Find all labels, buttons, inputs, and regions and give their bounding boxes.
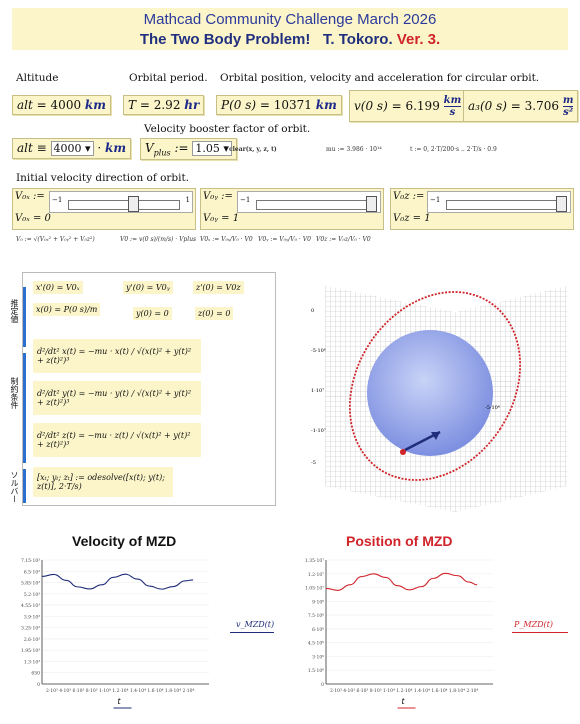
axis-tick: -5 <box>311 460 316 466</box>
velocity-chart-title: Velocity of MZD <box>72 533 177 549</box>
odesolve-call[interactable]: [xₜ; yₜ; zₜ] := odesolve([x(t); y(t); z(… <box>33 467 173 497</box>
period-result[interactable]: T = 2.92 hr <box>123 95 205 115</box>
constraint-y[interactable]: d²/dt² y(t) = −mu · y(t) / √(x(t)² + y(t… <box>33 381 201 415</box>
series-line <box>325 572 478 591</box>
y-tick-label: 3.25·10³ <box>21 626 40 632</box>
y-tick-label: 3.9·10³ <box>24 614 40 620</box>
slider-vx[interactable]: −1 1 <box>49 191 193 213</box>
y-tick-label: 6.5·10³ <box>24 569 40 575</box>
y-tick-label: 6·10⁶ <box>312 627 324 633</box>
slider-vx-thumb[interactable] <box>128 196 139 212</box>
vplus-definition[interactable]: Vplus := 1.05 ▾ <box>140 138 237 161</box>
x-tick-labels: 2·10³ 4·10³ 6·10³ 8·10³ 1·10⁴ 1.2·10⁴ 1.… <box>46 688 194 694</box>
series-line <box>41 573 194 590</box>
y-tick-label: 2.6·10³ <box>24 637 40 643</box>
guess-xprime[interactable]: x'(0) = V0ₓ <box>33 281 83 294</box>
position-result[interactable]: P(0 s) = 10371 km <box>216 95 342 115</box>
guess-z0[interactable]: z(0) = 0 <box>195 307 234 320</box>
velocity-legend: v_MZD(t) <box>236 620 275 629</box>
y-tick-label: 0 <box>321 682 324 688</box>
slider-vy-panel: V₀ᵧ := V₀ᵧ = 1 −1 1 <box>200 188 384 230</box>
t-range-definition: t := 0, 2·T/200·s .. 2·T/s · 0.9 <box>410 146 497 153</box>
alt-result[interactable]: alt = 4000 km <box>12 95 111 115</box>
x-axis-label: t <box>118 697 122 706</box>
velocity-arrowhead <box>431 432 440 440</box>
y-tick-label: 4.55·10³ <box>21 603 40 609</box>
title-banner: Mathcad Community Challenge March 2026 T… <box>12 8 568 50</box>
axis-tick: 0 <box>311 308 314 314</box>
vplus-select[interactable]: 1.05 ▾ <box>192 141 232 156</box>
guess-side-label: 推定値 <box>10 299 19 323</box>
satellite-marker <box>400 449 406 455</box>
x-tick-labels: 2·10³ 4·10³ 6·10³ 8·10³ 1·10⁴ 1.2·10⁴ 1.… <box>330 688 478 694</box>
axis-tick: -5·10⁶ <box>485 405 500 411</box>
acceleration-result[interactable]: a₃(0 s) = 3.706 m s² <box>463 90 579 122</box>
slider-vy-thumb[interactable] <box>366 196 377 212</box>
y-tick-label: 1.3·10³ <box>24 659 40 665</box>
title-main: The Two Body Problem! <box>139 31 311 48</box>
slider-vx-panel: V₀ₓ := V₀ₓ = 0 −1 1 <box>12 188 196 230</box>
constraint-z[interactable]: d²/dt² z(t) = −mu · z(t) / √(x(t)² + y(t… <box>33 423 201 457</box>
position-chart-title: Position of MZD <box>346 533 453 549</box>
clear-expr: clear(x, y, z, t) <box>229 146 277 153</box>
slider-vy[interactable]: −1 1 <box>237 191 381 213</box>
mu-definition: mu := 3.986 · 10¹⁴ <box>326 146 382 153</box>
velocity-chart[interactable]: 7.15·10³ 6.5·10³ 5.85·10³ 5.2·10³ 4.55·10³ 3.… <box>4 552 216 712</box>
y-tick-label: 9·10⁶ <box>312 599 324 605</box>
position-legend-line <box>512 632 568 633</box>
v0-definition: V0 := v(0 s)/(m/s) · Vplus <box>120 236 197 243</box>
guess-yprime[interactable]: y'(0) = V0ᵧ <box>123 281 173 294</box>
y-tick-label: 1.2·10⁷ <box>308 572 324 578</box>
axis-tick: -1·10⁷ <box>311 428 326 434</box>
y-tick-label: 3·10⁶ <box>312 654 324 660</box>
y-tick-label: 1.05·10⁷ <box>305 586 324 592</box>
position-legend: P_MZD(t) <box>514 620 554 629</box>
solve-block: 推定値 制約条件 ソルバー x'(0) = V0ₓ y'(0) = V0ᵧ z'… <box>10 272 276 506</box>
axis-tick: 1·10⁷ <box>311 388 324 394</box>
direction-label: Initial velocity direction of orbit. <box>16 172 190 184</box>
velocity-result[interactable]: v(0 s) = 6.199 km s <box>349 90 467 122</box>
y-tick-label: 7.15·10³ <box>21 558 40 564</box>
orbit-3d-plot[interactable]: 0 -5·10⁶ 1·10⁷ -5·10⁶ -1·10⁷ -5 <box>295 266 573 512</box>
velocity-legend-line <box>230 632 274 633</box>
v0y-definition: V0ᵧ := V₀ᵧ/V₀ · V0 <box>258 236 311 243</box>
author: T. Tokoro. <box>322 31 393 48</box>
y-tick-label: 650 <box>31 671 40 677</box>
v0-magnitude: V₀ := √(V₀ₓ² + V₀ᵧ² + V₀z²) <box>16 236 95 243</box>
y-tick-label: 4.5·10⁶ <box>308 641 324 647</box>
earth-sphere <box>367 330 493 456</box>
y-tick-label: 1.5·10⁶ <box>308 668 324 674</box>
y-tick-label: 1.95·10³ <box>21 648 40 654</box>
constraint-side-label: 制約条件 <box>10 377 19 409</box>
period-label: Orbital period. <box>129 72 208 84</box>
orbit-path <box>348 291 522 481</box>
guess-x0[interactable]: x(0) = P(0 s)/m <box>33 303 101 316</box>
booster-label: Velocity booster factor of orbit. <box>144 123 311 135</box>
title-line-1: Mathcad Community Challenge March 2026 <box>143 11 437 28</box>
solver-side-label: ソルバー <box>10 471 19 503</box>
slider-vz-thumb[interactable] <box>556 196 567 212</box>
orbital-label: Orbital position, velocity and accelerat… <box>220 72 540 84</box>
x-axis-label: t <box>402 697 406 706</box>
alt-select[interactable]: 4000 ▾ <box>50 141 94 156</box>
y-tick-label: 7.5·10⁶ <box>308 613 324 619</box>
version: Ver. 3. <box>396 31 441 48</box>
title-line-2: The Two Body Problem! T. Tokoro. Ver. 3. <box>12 30 568 50</box>
y-tick-label: 5.85·10³ <box>21 581 40 587</box>
slider-vz-panel: V₀z := V₀z = 1 −1 1 <box>390 188 574 230</box>
position-chart[interactable]: 1.35·10⁷ 1.2·10⁷ 1.05·10⁷ 9·10⁶ 7.5·10⁶ 6·10⁶… <box>288 552 500 712</box>
y-tick-label: 5.2·10³ <box>24 592 40 598</box>
v0x-definition: V0ₓ := V₀ₓ/V₀ · V0 <box>200 236 253 243</box>
constraint-x[interactable]: d²/dt² x(t) = −mu · x(t) / √(x(t)² + y(t… <box>33 339 201 373</box>
y-tick-label: 0 <box>37 682 40 688</box>
alt-definition[interactable]: alt ≡ 4000 ▾ · km <box>12 138 132 159</box>
slider-vz[interactable]: −1 1 <box>427 191 571 213</box>
v0z-definition: V0z := V₀z/V₀ · V0 <box>316 236 371 243</box>
axis-tick: -5·10⁶ <box>311 348 326 354</box>
guess-zprime[interactable]: z'(0) = V0z <box>193 281 244 294</box>
guess-y0[interactable]: y(0) = 0 <box>133 307 172 320</box>
altitude-label: Altitude <box>16 72 59 84</box>
y-tick-label: 1.35·10⁷ <box>305 558 324 564</box>
